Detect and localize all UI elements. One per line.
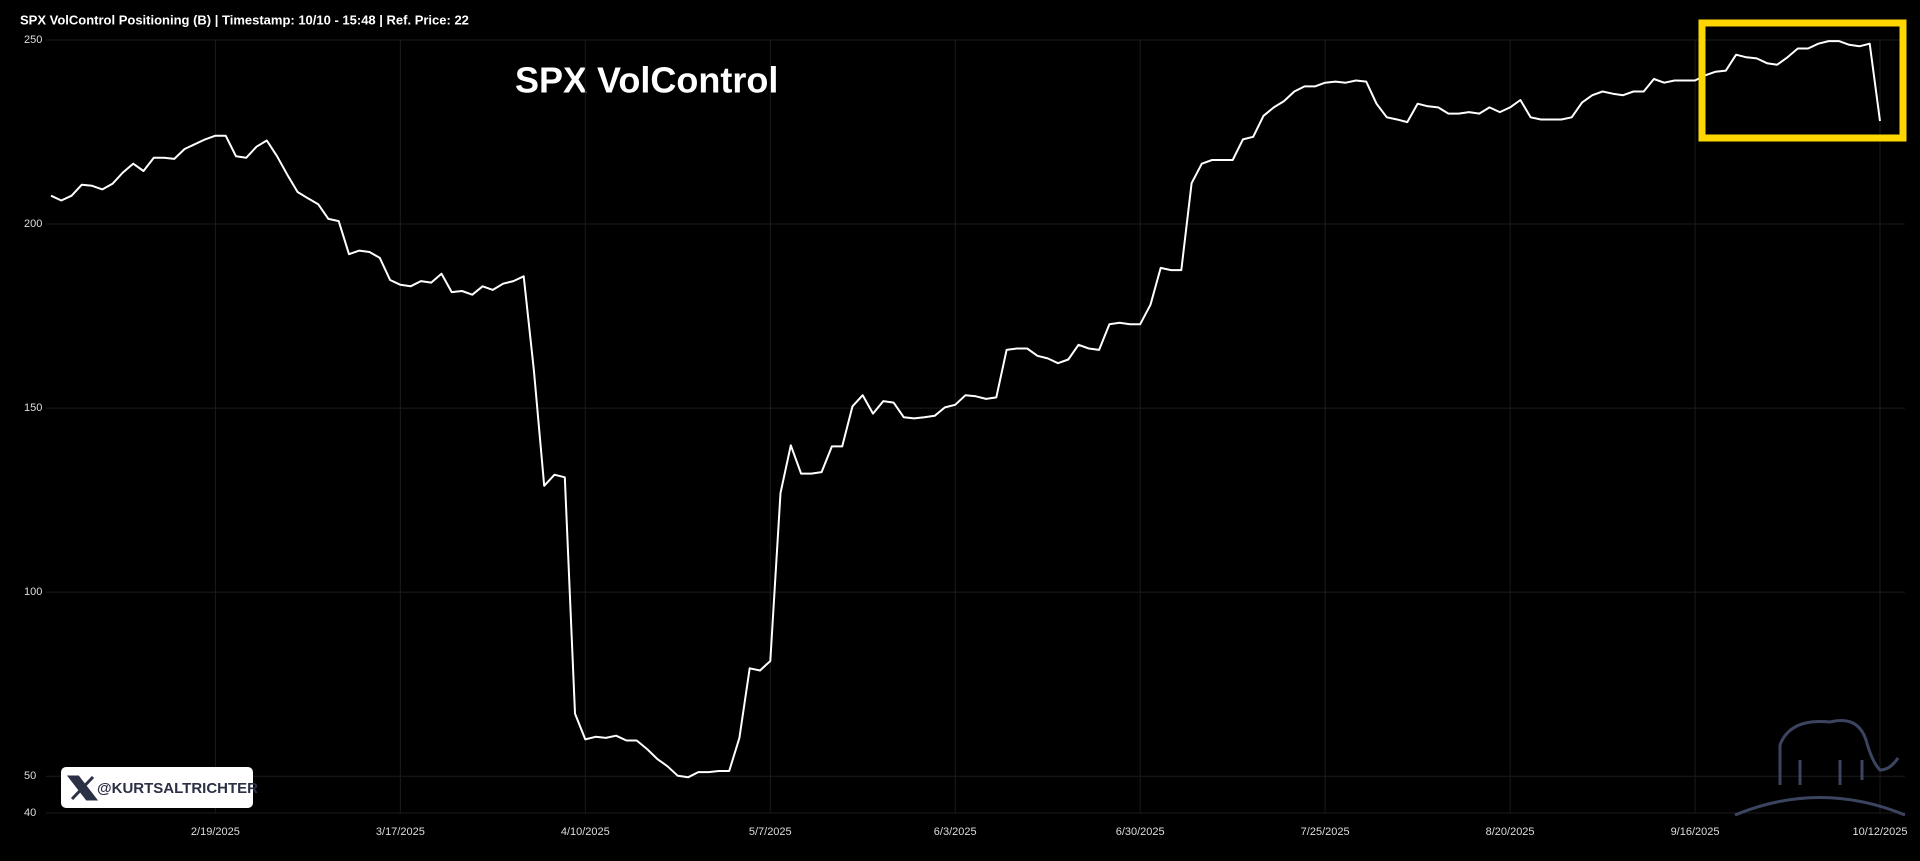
x-tick-label: 7/25/2025 bbox=[1301, 826, 1350, 838]
grid bbox=[46, 39, 1905, 814]
x-tick-label: 6/30/2025 bbox=[1116, 826, 1165, 838]
y-tick-label: 50 bbox=[24, 770, 36, 782]
y-tick-label: 150 bbox=[24, 402, 42, 414]
watermark-text: @KURTSALTRICHTER bbox=[97, 780, 258, 797]
y-tick-label: 200 bbox=[24, 218, 42, 230]
x-tick-label: 8/20/2025 bbox=[1486, 826, 1535, 838]
plot bbox=[50, 40, 1881, 779]
y-tick-label: 40 bbox=[24, 807, 36, 819]
x-tick-label: 6/3/2025 bbox=[934, 826, 977, 838]
y-tick-label: 250 bbox=[24, 34, 42, 46]
line bbox=[50, 40, 1881, 779]
x-tick-label: 4/10/2025 bbox=[561, 826, 610, 838]
x-tick-label: 10/12/2025 bbox=[1852, 826, 1907, 838]
y-tick-label: 100 bbox=[24, 586, 42, 598]
logo-body bbox=[1778, 719, 1900, 785]
logo-arc bbox=[1734, 796, 1906, 817]
x-tick-label: 9/16/2025 bbox=[1671, 826, 1720, 838]
highlight-box bbox=[1698, 19, 1907, 142]
chart-title: SPX VolControl Positioning (B) | Timesta… bbox=[20, 12, 469, 27]
annotation: SPX VolControl bbox=[515, 60, 778, 101]
watermark: @KURTSALTRICHTER bbox=[61, 767, 258, 808]
x-tick-label: 3/17/2025 bbox=[376, 826, 425, 838]
watermark-box bbox=[61, 767, 253, 808]
x-tick-label: 5/7/2025 bbox=[749, 826, 792, 838]
elephant-logo bbox=[1734, 719, 1906, 817]
x-logo bbox=[66, 775, 99, 801]
x-tick-label: 2/19/2025 bbox=[191, 826, 240, 838]
